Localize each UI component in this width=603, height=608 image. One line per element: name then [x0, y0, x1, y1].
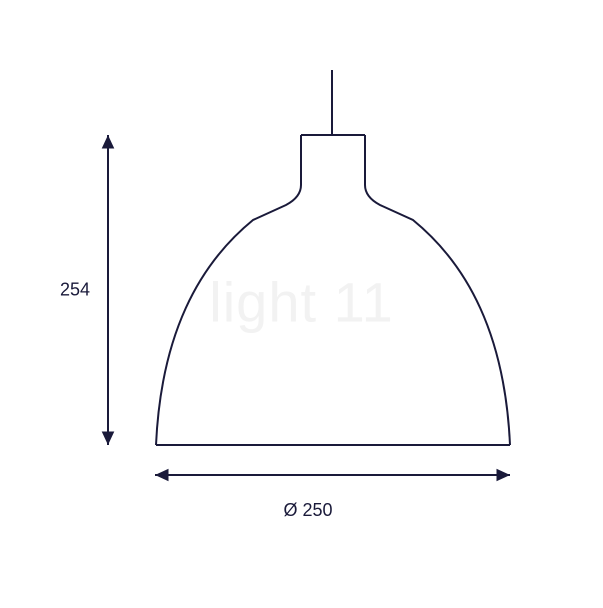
- technical-diagram: light 11 254 Ø 250: [0, 0, 603, 603]
- height-value: 254: [60, 280, 90, 301]
- width-value: Ø 250: [283, 500, 332, 521]
